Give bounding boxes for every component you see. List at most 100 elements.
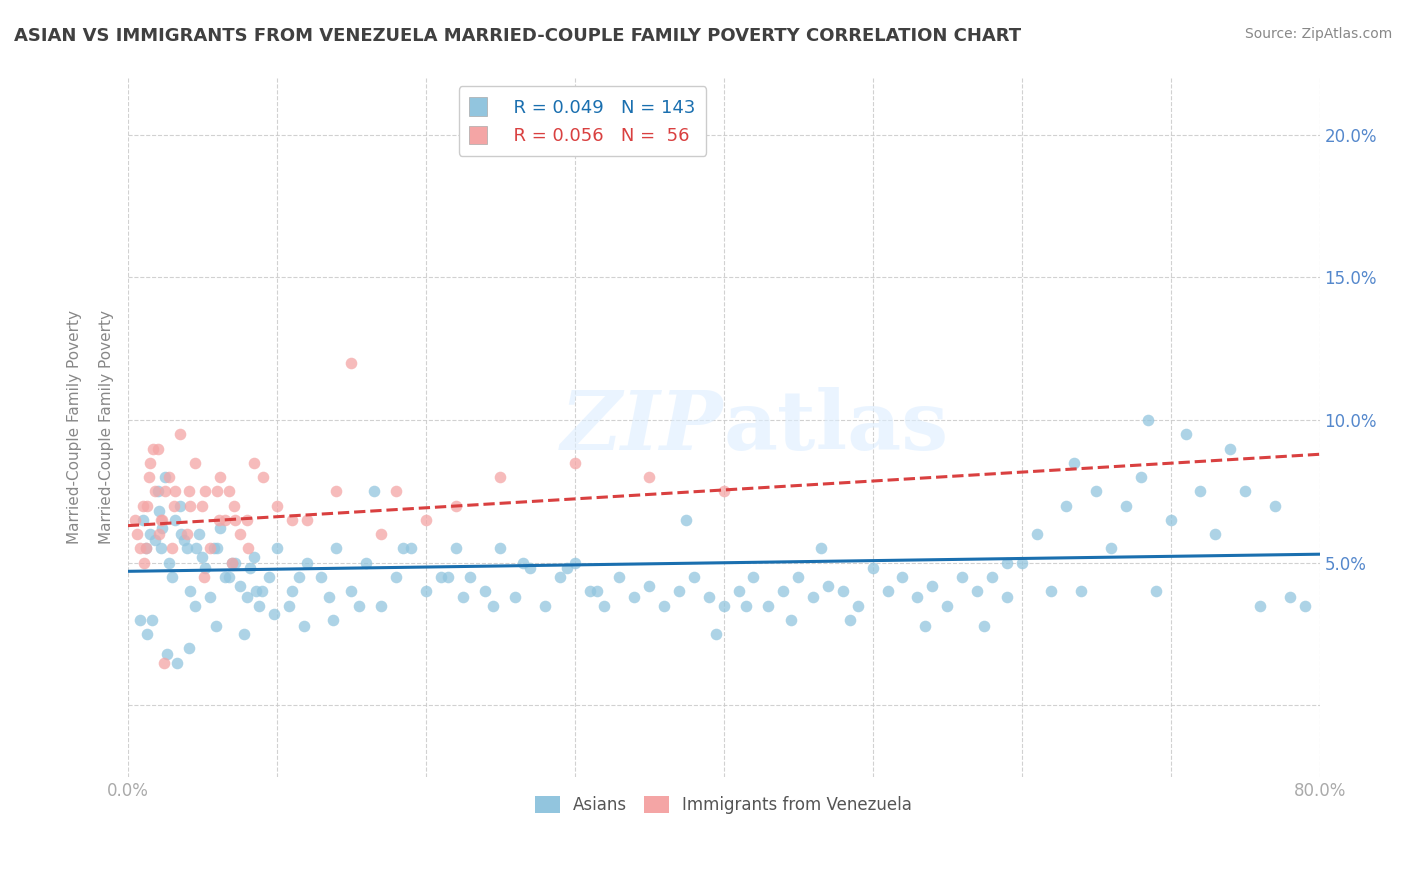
Point [652,599,675,613]
Point [1219,442,1241,456]
Point [638,578,661,592]
Point [159,470,181,484]
Point [135,541,157,556]
Point [263,607,285,622]
Text: Source: ZipAtlas.com: Source: ZipAtlas.com [1244,27,1392,41]
Point [186,541,208,556]
Point [205,541,228,556]
Point [295,513,318,527]
Point [995,556,1018,570]
Point [489,541,512,556]
Point [218,484,240,499]
Point [905,590,928,604]
Point [801,590,824,604]
Point [239,561,262,575]
Point [1063,456,1085,470]
Point [973,618,995,632]
Point [292,618,315,632]
Point [152,656,174,670]
Point [862,561,884,575]
Point [586,584,609,599]
Point [131,499,153,513]
Point [437,570,460,584]
Point [370,599,392,613]
Point [1234,484,1257,499]
Point [170,527,193,541]
Point [519,561,541,575]
Point [966,584,988,599]
Point [149,541,172,556]
Point [221,556,243,570]
Point [155,647,177,661]
Point [347,599,370,613]
Point [136,627,159,641]
Point [179,499,201,513]
Point [817,578,839,592]
Point [179,584,201,599]
Point [1264,499,1286,513]
Point [1204,527,1226,541]
Point [609,570,631,584]
Point [1115,499,1137,513]
Point [139,527,162,541]
Point [675,513,697,527]
Point [245,584,267,599]
Point [325,484,347,499]
Point [311,570,333,584]
Point [198,541,221,556]
Text: ASIAN VS IMMIGRANTS FROM VENEZUELA MARRIED-COUPLE FAMILY POVERTY CORRELATION CHA: ASIAN VS IMMIGRANTS FROM VENEZUELA MARRI… [14,27,1021,45]
Point [325,541,347,556]
Point [288,570,311,584]
Point [209,521,232,535]
Point [214,570,236,584]
Point [1137,413,1160,427]
Point [668,584,690,599]
Point [385,484,408,499]
Point [1144,584,1167,599]
Point [735,599,758,613]
Point [259,570,281,584]
Point [385,570,408,584]
Point [392,541,415,556]
Point [204,618,226,632]
Point [165,484,187,499]
Point [936,599,959,613]
Point [243,456,266,470]
Point [208,513,231,527]
Point [891,570,914,584]
Point [165,513,187,527]
Point [1040,584,1063,599]
Point [177,484,200,499]
Point [150,513,173,527]
Point [233,627,256,641]
Point [143,484,166,499]
Point [124,513,146,527]
Point [742,570,765,584]
Point [169,499,191,513]
Point [163,499,186,513]
Point [354,556,377,570]
Point [143,533,166,547]
Point [704,627,727,641]
Point [810,541,832,556]
Point [451,590,474,604]
Point [280,513,302,527]
Point [980,570,1002,584]
Point [194,484,217,499]
Point [756,599,779,613]
Point [191,499,214,513]
Point [548,570,571,584]
Point [399,541,422,556]
Point [474,584,496,599]
Point [252,470,274,484]
Point [162,541,184,556]
Text: atlas: atlas [724,387,949,467]
Point [727,584,749,599]
Point [236,590,259,604]
Legend: Asians, Immigrants from Venezuela: Asians, Immigrants from Venezuela [524,787,922,824]
Point [578,584,600,599]
Point [779,613,801,627]
Point [188,527,211,541]
Point [1294,599,1316,613]
Point [1174,427,1197,442]
